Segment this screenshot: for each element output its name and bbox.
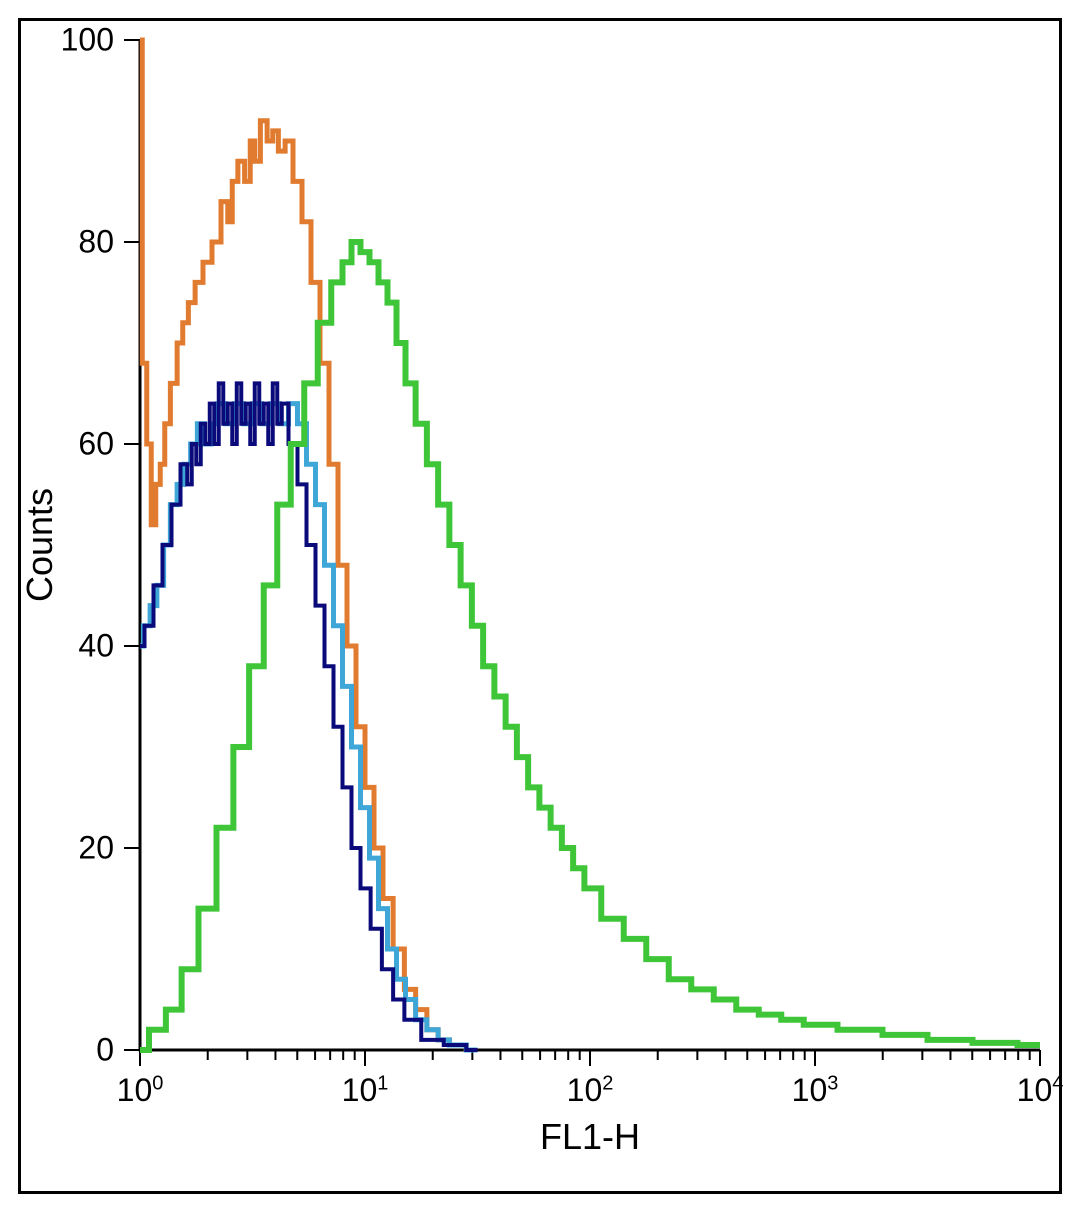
y-tick-label: 0 — [54, 1032, 114, 1069]
y-tick-label: 40 — [54, 628, 114, 665]
x-axis-title: FL1-H — [540, 1116, 640, 1158]
y-tick-label: 100 — [54, 22, 114, 59]
y-tick-label: 80 — [54, 224, 114, 261]
y-tick-label: 20 — [54, 830, 114, 867]
histogram-dark-blue — [140, 383, 478, 1050]
plot-area — [140, 40, 1040, 1050]
x-tick-label: 103 — [792, 1072, 839, 1109]
histogram-light-blue — [140, 404, 478, 1050]
histogram-green — [140, 242, 1040, 1050]
x-tick-label: 100 — [117, 1072, 164, 1109]
x-tick-label: 104 — [1017, 1072, 1064, 1109]
flow-cytometry-figure: 0 20 40 60 80 100 100 101 102 103 104 Counts FL1-… — [0, 0, 1080, 1212]
y-axis-title: Counts — [19, 488, 61, 602]
plot-svg — [140, 40, 1040, 1080]
y-tick-label: 60 — [54, 426, 114, 463]
x-tick-label: 101 — [342, 1072, 389, 1109]
x-tick-label: 102 — [567, 1072, 614, 1109]
